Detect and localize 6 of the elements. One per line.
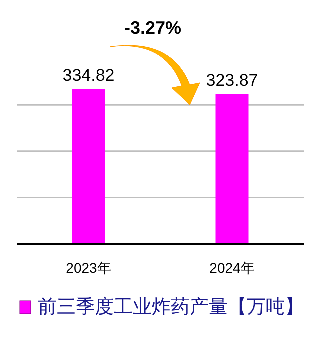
text: -3.27% — [124, 18, 182, 38]
data-label: 334.82 — [62, 66, 115, 85]
x-tick-label: 2024年 — [210, 260, 255, 276]
legend-label: 前三季度工业炸药产量【万吨】 — [38, 296, 304, 318]
x-tick-label: 2023年 — [66, 260, 112, 276]
data-label: 323.87 — [206, 71, 258, 90]
